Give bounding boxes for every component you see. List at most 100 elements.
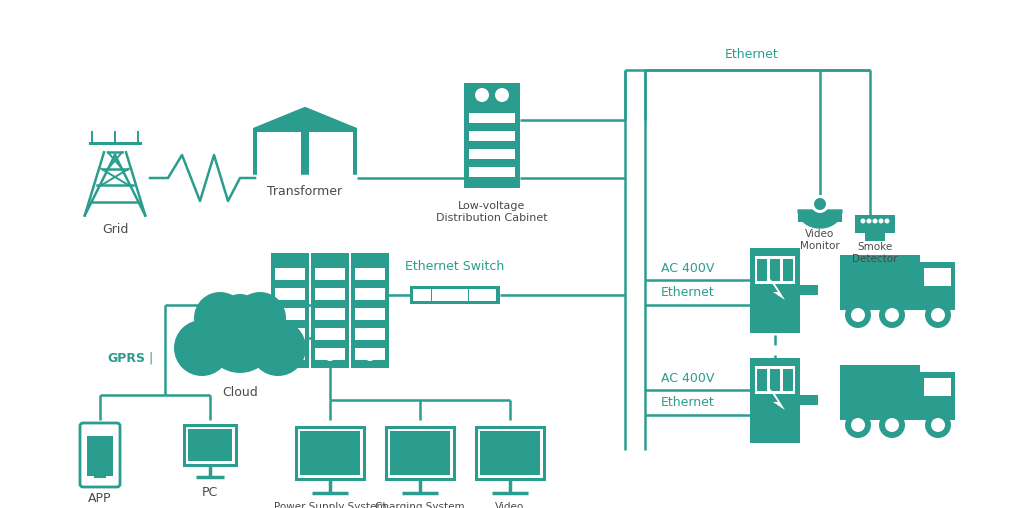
Circle shape	[879, 218, 884, 224]
Text: AC 400V: AC 400V	[662, 262, 715, 274]
Polygon shape	[798, 210, 842, 228]
Bar	[783, 369, 793, 391]
Text: Power Supply System: Power Supply System	[273, 502, 386, 508]
Bar	[800, 395, 818, 405]
Circle shape	[234, 292, 286, 344]
Bar	[469, 289, 477, 301]
Circle shape	[218, 294, 262, 338]
Bar	[800, 285, 818, 295]
Circle shape	[174, 320, 230, 376]
Circle shape	[811, 195, 829, 213]
Bar	[920, 262, 955, 310]
Circle shape	[925, 302, 951, 328]
Bar	[478, 289, 486, 301]
Bar	[924, 378, 951, 396]
Bar	[410, 286, 500, 304]
Circle shape	[879, 412, 905, 438]
Polygon shape	[257, 132, 301, 175]
Text: Transformer: Transformer	[267, 185, 343, 198]
Circle shape	[364, 349, 376, 361]
Bar	[469, 149, 515, 159]
Bar	[750, 248, 800, 333]
Bar	[770, 259, 780, 281]
Bar	[469, 113, 515, 123]
Bar	[783, 259, 793, 281]
Bar	[840, 255, 920, 310]
Circle shape	[931, 418, 945, 432]
Bar	[750, 358, 800, 443]
Polygon shape	[309, 132, 353, 175]
Circle shape	[814, 198, 826, 210]
Bar	[920, 372, 955, 420]
Bar	[271, 253, 309, 368]
Bar	[798, 210, 842, 222]
Bar	[865, 233, 885, 241]
Bar	[315, 288, 345, 300]
Circle shape	[851, 418, 865, 432]
Circle shape	[885, 308, 899, 322]
Text: Ethernet: Ethernet	[185, 352, 239, 365]
Circle shape	[879, 302, 905, 328]
Bar	[300, 431, 360, 475]
Polygon shape	[767, 386, 785, 410]
Circle shape	[475, 88, 489, 102]
Bar	[315, 328, 345, 340]
Circle shape	[495, 88, 509, 102]
Text: GPRS: GPRS	[106, 352, 145, 365]
Bar	[757, 369, 767, 391]
Bar	[459, 289, 468, 301]
Bar	[87, 436, 113, 476]
Bar	[275, 268, 305, 280]
Bar	[355, 268, 385, 280]
Bar	[469, 131, 515, 141]
Bar	[487, 289, 496, 301]
Text: Video: Video	[496, 502, 524, 508]
Bar	[755, 366, 795, 394]
Bar	[924, 268, 951, 286]
Bar	[315, 348, 345, 360]
Bar	[355, 308, 385, 320]
Bar	[770, 369, 780, 391]
Text: Video
Monitor: Video Monitor	[800, 229, 840, 251]
Circle shape	[866, 218, 871, 224]
Circle shape	[845, 412, 871, 438]
Text: Ethernet: Ethernet	[662, 287, 715, 300]
Circle shape	[851, 308, 865, 322]
Polygon shape	[253, 107, 357, 175]
Bar	[355, 288, 385, 300]
Text: APP: APP	[88, 492, 112, 504]
Bar	[855, 215, 895, 233]
Bar	[188, 429, 232, 461]
Bar	[480, 431, 540, 475]
Bar	[351, 253, 389, 368]
Bar	[755, 256, 795, 284]
Circle shape	[284, 349, 296, 361]
Text: Cloud: Cloud	[222, 387, 258, 399]
Circle shape	[925, 412, 951, 438]
Polygon shape	[767, 276, 785, 300]
Circle shape	[324, 349, 336, 361]
Bar	[275, 328, 305, 340]
Bar	[413, 289, 422, 301]
Text: Charging System: Charging System	[375, 502, 465, 508]
Bar	[422, 289, 431, 301]
Bar	[275, 288, 305, 300]
Bar	[757, 259, 767, 281]
Circle shape	[205, 303, 275, 373]
Text: Grid: Grid	[101, 223, 128, 236]
Circle shape	[194, 292, 246, 344]
Bar	[275, 308, 305, 320]
Text: Ethernet: Ethernet	[662, 397, 715, 409]
Text: |: |	[148, 352, 153, 365]
Bar	[390, 431, 450, 475]
Bar	[440, 289, 450, 301]
Text: Low-voltage
Distribution Cabinet: Low-voltage Distribution Cabinet	[436, 201, 548, 223]
Bar	[355, 348, 385, 360]
Bar	[311, 253, 349, 368]
Circle shape	[845, 302, 871, 328]
Bar	[315, 268, 345, 280]
Text: PC: PC	[202, 487, 218, 499]
Text: Smoke
Detector: Smoke Detector	[852, 242, 898, 264]
Circle shape	[931, 308, 945, 322]
Bar	[431, 289, 440, 301]
